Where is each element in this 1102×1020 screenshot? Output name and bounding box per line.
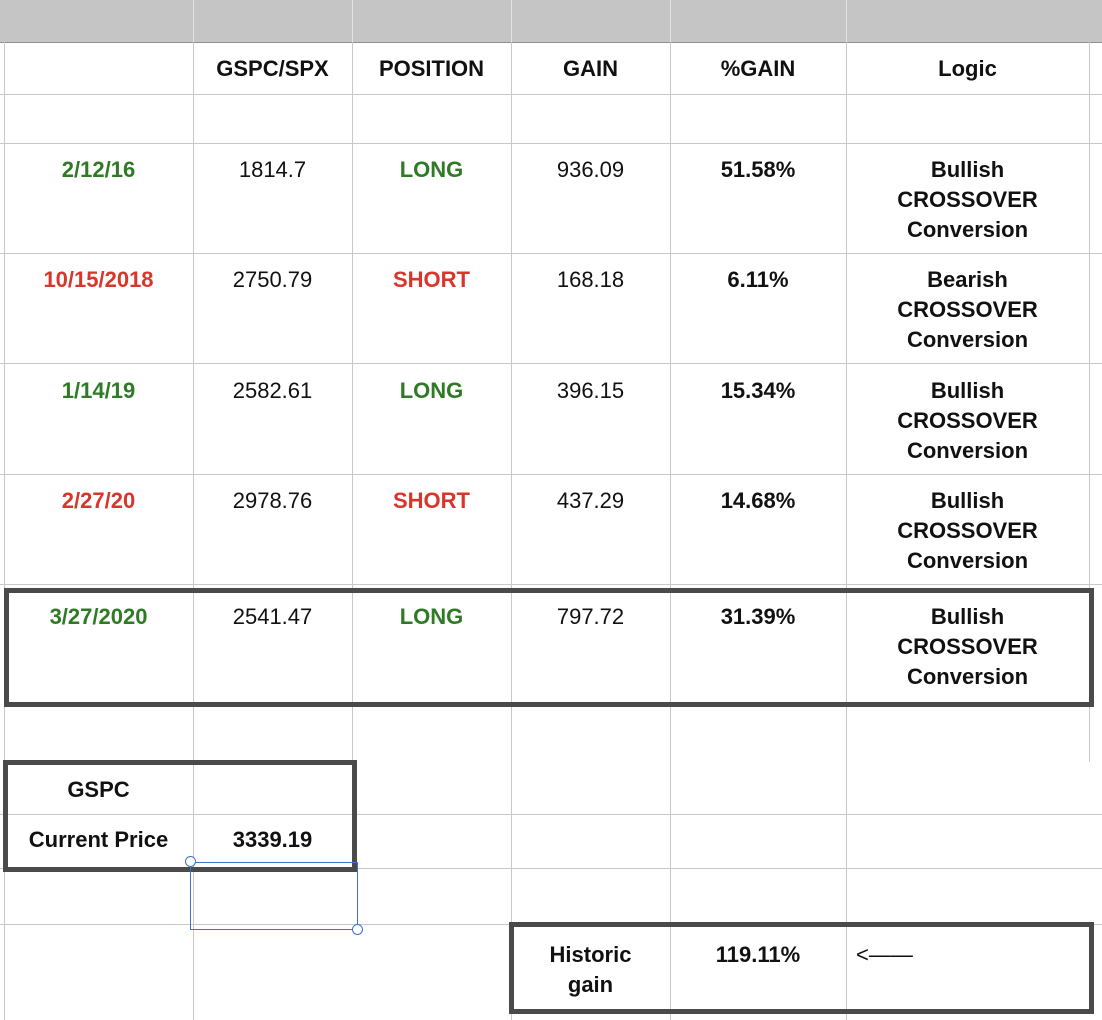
logic-line: Bearish xyxy=(927,267,1008,292)
gain-cell[interactable]: 437.29 xyxy=(556,488,625,513)
header-gain[interactable]: GAIN xyxy=(563,55,618,81)
position-cell[interactable]: LONG xyxy=(399,604,464,629)
column-divider xyxy=(193,0,194,42)
logic-line: Bullish xyxy=(930,378,1005,403)
logic-cell[interactable]: Bullish CROSSOVER Conversion xyxy=(846,155,1089,245)
grid-line xyxy=(0,94,1102,95)
header-gspc-spx[interactable]: GSPC/SPX xyxy=(216,55,329,81)
price-cell[interactable]: 1814.7 xyxy=(238,157,307,182)
grid-line xyxy=(0,814,1102,815)
grid-line xyxy=(1089,42,1090,762)
date-cell[interactable]: 10/15/2018 xyxy=(43,267,154,292)
historic-gain-value[interactable]: 119.11% xyxy=(715,942,801,967)
price-cell[interactable]: 2582.61 xyxy=(232,378,313,403)
price-cell[interactable]: 2541.47 xyxy=(232,604,313,629)
logic-cell[interactable]: Bullish CROSSOVER Conversion xyxy=(846,602,1089,692)
logic-line: Conversion xyxy=(906,438,1029,463)
logic-line: CROSSOVER xyxy=(897,187,1038,212)
grid-line xyxy=(352,42,353,762)
arrow-note[interactable]: <—— xyxy=(856,942,913,967)
selection-handle-top-left[interactable] xyxy=(185,856,196,867)
current-price-label[interactable]: Current Price xyxy=(28,827,169,852)
grid-line xyxy=(0,868,1102,869)
pct-gain-cell[interactable]: 14.68% xyxy=(720,488,796,513)
position-cell[interactable]: SHORT xyxy=(393,488,470,513)
grid-line xyxy=(193,42,194,1020)
pct-gain-cell[interactable]: 6.11% xyxy=(727,267,789,292)
grid-line xyxy=(0,363,1102,364)
logic-cell[interactable]: Bearish CROSSOVER Conversion xyxy=(846,265,1089,355)
current-price-box xyxy=(3,760,357,872)
logic-line: Conversion xyxy=(906,217,1029,242)
position-cell[interactable]: LONG xyxy=(399,157,464,182)
logic-line: Conversion xyxy=(906,548,1029,573)
gain-cell[interactable]: 396.15 xyxy=(556,378,625,403)
pct-gain-cell[interactable]: 51.58% xyxy=(720,157,796,182)
position-cell[interactable]: LONG xyxy=(399,378,464,403)
historic-gain-label[interactable]: Historic gain xyxy=(511,940,670,1000)
logic-cell[interactable]: Bullish CROSSOVER Conversion xyxy=(846,376,1089,466)
logic-line: CROSSOVER xyxy=(897,297,1038,322)
logic-line: Bullish xyxy=(930,488,1005,513)
date-cell[interactable]: 1/14/19 xyxy=(61,378,136,403)
historic-label-line: gain xyxy=(567,972,614,997)
logic-line: CROSSOVER xyxy=(897,634,1038,659)
column-divider xyxy=(846,0,847,42)
date-cell[interactable]: 2/12/16 xyxy=(61,157,136,182)
grid-line xyxy=(0,143,1102,144)
column-divider xyxy=(670,0,671,42)
logic-line: Conversion xyxy=(906,327,1029,352)
header-logic[interactable]: Logic xyxy=(938,55,997,81)
price-cell[interactable]: 2978.76 xyxy=(232,488,313,513)
header-position[interactable]: POSITION xyxy=(378,55,485,81)
header-pct-gain[interactable]: %GAIN xyxy=(720,55,796,81)
historic-gain-box xyxy=(509,922,1094,1014)
date-cell[interactable]: 2/27/20 xyxy=(61,488,136,513)
column-divider xyxy=(352,0,353,42)
grid-line xyxy=(670,42,671,1020)
cell-selection[interactable] xyxy=(190,862,358,930)
pct-gain-cell[interactable]: 15.34% xyxy=(720,378,796,403)
current-price-value[interactable]: 3339.19 xyxy=(232,827,313,852)
logic-line: CROSSOVER xyxy=(897,518,1038,543)
position-cell[interactable]: SHORT xyxy=(393,267,470,292)
logic-line: CROSSOVER xyxy=(897,408,1038,433)
column-divider xyxy=(511,0,512,42)
grid-line xyxy=(0,474,1102,475)
grid-line xyxy=(0,253,1102,254)
logic-line: Conversion xyxy=(906,664,1029,689)
date-cell[interactable]: 3/27/2020 xyxy=(49,604,148,629)
logic-line: Bullish xyxy=(930,157,1005,182)
price-cell[interactable]: 2750.79 xyxy=(232,267,313,292)
pct-gain-cell[interactable]: 31.39% xyxy=(720,604,796,629)
grid-line xyxy=(0,584,1102,585)
selection-handle-bottom-right[interactable] xyxy=(352,924,363,935)
grid-line xyxy=(511,42,512,1020)
gain-cell[interactable]: 936.09 xyxy=(556,157,625,182)
historic-label-line: Historic xyxy=(549,942,632,967)
column-header-bar xyxy=(0,0,1102,43)
highlight-box-latest-row xyxy=(4,588,1094,707)
gain-cell[interactable]: 168.18 xyxy=(556,267,625,292)
grid-line xyxy=(4,42,5,1020)
grid-line xyxy=(846,42,847,1020)
gain-cell[interactable]: 797.72 xyxy=(556,604,625,629)
gspc-label[interactable]: GSPC xyxy=(67,777,130,802)
logic-line: Bullish xyxy=(930,604,1005,629)
logic-cell[interactable]: Bullish CROSSOVER Conversion xyxy=(846,486,1089,576)
